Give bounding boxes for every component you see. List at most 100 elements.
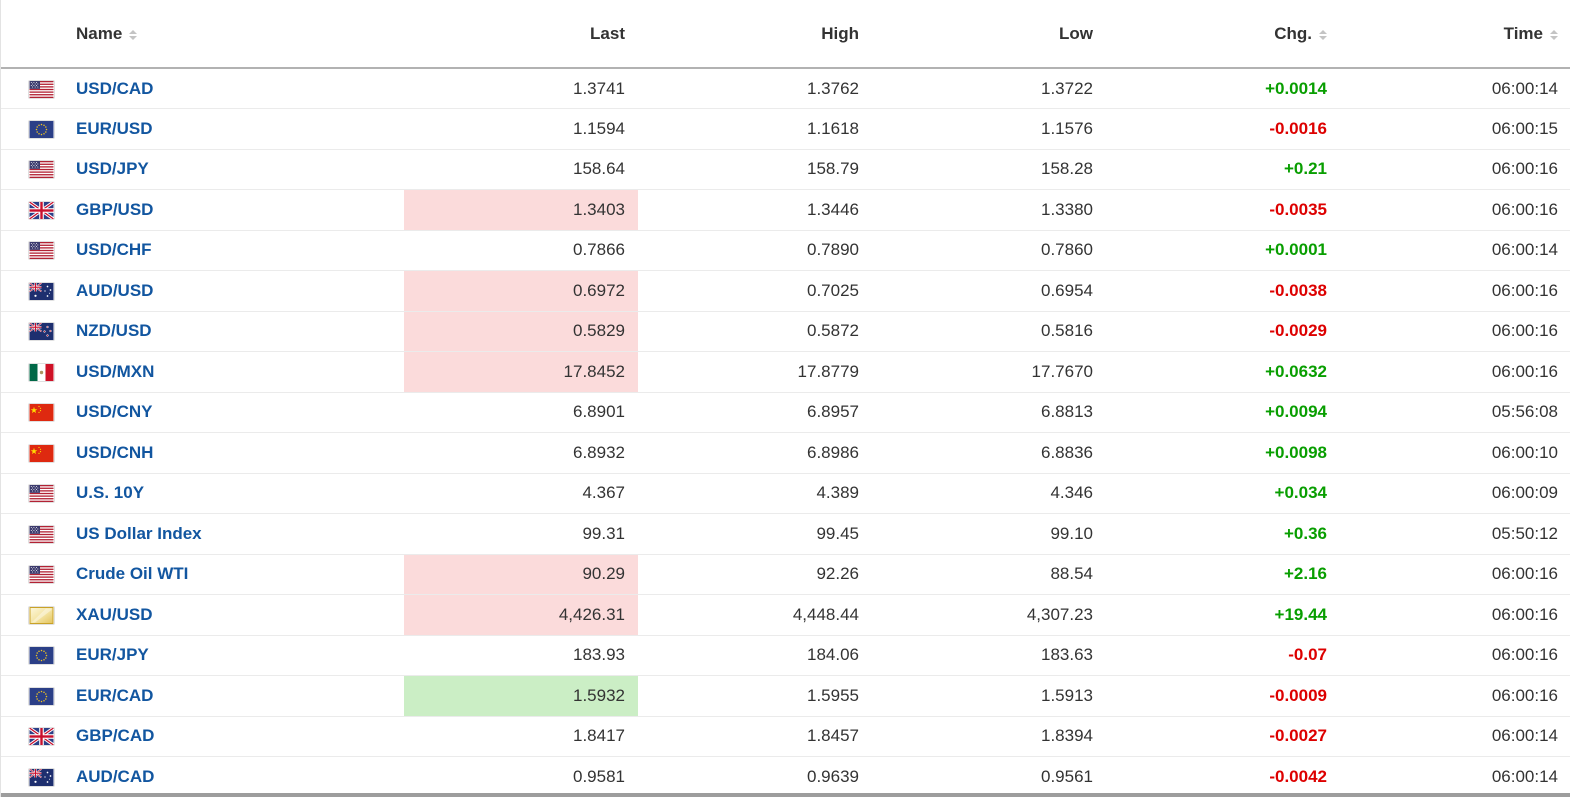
time-cell: 06:00:16	[1340, 553, 1570, 595]
high-cell: 99.45	[638, 513, 872, 554]
pair-link[interactable]: USD/CHF	[76, 240, 152, 260]
high-cell: 1.8457	[638, 715, 872, 757]
col-label-last: Last	[590, 23, 625, 43]
high-cell: 184.06	[638, 634, 872, 676]
pair-link[interactable]: XAU/USD	[76, 604, 153, 624]
chg-cell: -0.0042	[1106, 756, 1340, 797]
table-row: USD/CNH 6.8932 6.8986 6.8836 +0.0098 06:…	[1, 432, 1570, 473]
col-header-name[interactable]: Name	[1, 0, 404, 69]
eu-flag-icon	[29, 647, 54, 665]
chg-cell: -0.07	[1106, 634, 1340, 676]
low-cell: 99.10	[872, 513, 1106, 554]
name-cell: USD/CHF	[1, 229, 404, 271]
name-cell: NZD/USD	[1, 310, 404, 352]
table-row: U.S. 10Y 4.367 4.389 4.346 +0.034 06:00:…	[1, 472, 1570, 514]
col-header-time[interactable]: Time	[1340, 0, 1570, 69]
time-cell: 06:00:16	[1340, 594, 1570, 635]
pair-link[interactable]: NZD/USD	[76, 321, 152, 341]
low-cell: 6.8836	[872, 432, 1106, 473]
pair-link[interactable]: GBP/USD	[76, 199, 154, 219]
pair-link[interactable]: AUD/USD	[76, 280, 154, 300]
pair-link[interactable]: USD/CNY	[76, 402, 153, 422]
table-row: USD/CHF 0.7866 0.7890 0.7860 +0.0001 06:…	[1, 229, 1570, 271]
chg-cell: -0.0038	[1106, 270, 1340, 311]
pair-link[interactable]: Crude Oil WTI	[76, 564, 189, 584]
table-row: US Dollar Index 99.31 99.45 99.10 +0.36 …	[1, 513, 1570, 554]
high-cell: 92.26	[638, 553, 872, 595]
table-row: USD/MXN 17.8452 17.8779 17.7670 +0.0632 …	[1, 351, 1570, 392]
col-header-high: High	[638, 0, 872, 69]
chg-cell: -0.0029	[1106, 310, 1340, 352]
last-cell: 1.3741	[573, 78, 625, 98]
table-row: EUR/CAD 1.5932 1.5955 1.5913 -0.0009 06:…	[1, 675, 1570, 716]
eu-flag-icon	[29, 687, 54, 705]
eu-flag-icon	[29, 120, 54, 138]
low-cell: 6.8813	[872, 391, 1106, 433]
time-cell: 06:00:16	[1340, 189, 1570, 230]
pair-link[interactable]: EUR/USD	[76, 118, 153, 138]
name-cell: GBP/USD	[1, 189, 404, 230]
au-flag-icon	[29, 769, 54, 787]
high-cell: 1.3446	[638, 189, 872, 230]
name-cell: US Dollar Index	[1, 513, 404, 554]
chg-cell: -0.0027	[1106, 715, 1340, 757]
us-flag-icon	[29, 242, 54, 260]
pair-link[interactable]: USD/JPY	[76, 159, 149, 179]
col-header-last: Last	[404, 0, 638, 69]
pair-link[interactable]: AUD/CAD	[76, 767, 155, 786]
time-cell: 06:00:09	[1340, 472, 1570, 514]
name-cell: AUD/CAD	[1, 756, 404, 797]
high-cell: 6.8986	[638, 432, 872, 473]
au-flag-icon	[29, 282, 54, 300]
last-cell: 1.8417	[404, 715, 638, 757]
last-cell: 1.1594	[404, 108, 638, 149]
gold-bar-icon	[29, 606, 54, 624]
time-cell: 06:00:16	[1340, 148, 1570, 190]
pair-link[interactable]: USD/MXN	[76, 361, 155, 381]
table-row: Crude Oil WTI 90.29 92.26 88.54 +2.16 06…	[1, 553, 1570, 595]
last-cell: 183.93	[404, 634, 638, 676]
chg-cell: +19.44	[1106, 594, 1340, 635]
pair-link[interactable]: USD/CNH	[76, 442, 154, 462]
high-cell: 1.3762	[807, 78, 859, 98]
pair-link[interactable]: EUR/CAD	[76, 685, 154, 705]
col-label-chg: Chg.	[1274, 23, 1312, 43]
last-cell: 6.8901	[404, 391, 638, 433]
name-cell: U.S. 10Y	[1, 472, 404, 514]
low-cell: 0.7860	[872, 229, 1106, 271]
low-cell: 183.63	[872, 634, 1106, 676]
last-cell: 17.8452	[404, 351, 638, 392]
high-cell: 4.389	[638, 472, 872, 514]
high-cell: 158.79	[638, 148, 872, 190]
us-flag-icon	[29, 485, 54, 503]
pair-link[interactable]: U.S. 10Y	[76, 483, 145, 503]
table-row: XAU/USD 4,426.31 4,448.44 4,307.23 +19.4…	[1, 594, 1570, 635]
chg-cell: +0.0094	[1106, 391, 1340, 433]
col-label-high: High	[821, 23, 859, 43]
pair-link[interactable]: GBP/CAD	[76, 726, 155, 746]
last-cell: 0.7866	[404, 229, 638, 271]
pair-link[interactable]: EUR/JPY	[76, 645, 149, 665]
time-cell: 06:00:16	[1340, 310, 1570, 352]
high-cell: 0.7025	[638, 270, 872, 311]
high-cell: 17.8779	[638, 351, 872, 392]
low-cell: 0.5816	[872, 310, 1106, 352]
chg-cell: +0.0098	[1106, 432, 1340, 473]
col-header-chg[interactable]: Chg.	[1106, 0, 1340, 69]
pair-link[interactable]: US Dollar Index	[76, 523, 202, 543]
name-cell: USD/CNY	[1, 391, 404, 433]
cn-flag-icon	[29, 444, 54, 462]
chg-cell: -0.0016	[1106, 108, 1340, 149]
chg-cell: +0.0632	[1106, 351, 1340, 392]
high-cell: 1.1618	[638, 108, 872, 149]
high-cell: 1.5955	[638, 675, 872, 716]
rates-table-body: USD/CAD 1.3741 1.3762 1.3722 +0.0014 06:…	[1, 68, 1570, 797]
pair-link[interactable]: USD/CAD	[76, 78, 154, 98]
chg-cell: +0.0001	[1106, 229, 1340, 271]
name-cell: EUR/JPY	[1, 634, 404, 676]
table-row: USD/JPY 158.64 158.79 158.28 +0.21 06:00…	[1, 148, 1570, 190]
table-row: GBP/CAD 1.8417 1.8457 1.8394 -0.0027 06:…	[1, 715, 1570, 757]
name-cell: Crude Oil WTI	[1, 553, 404, 595]
